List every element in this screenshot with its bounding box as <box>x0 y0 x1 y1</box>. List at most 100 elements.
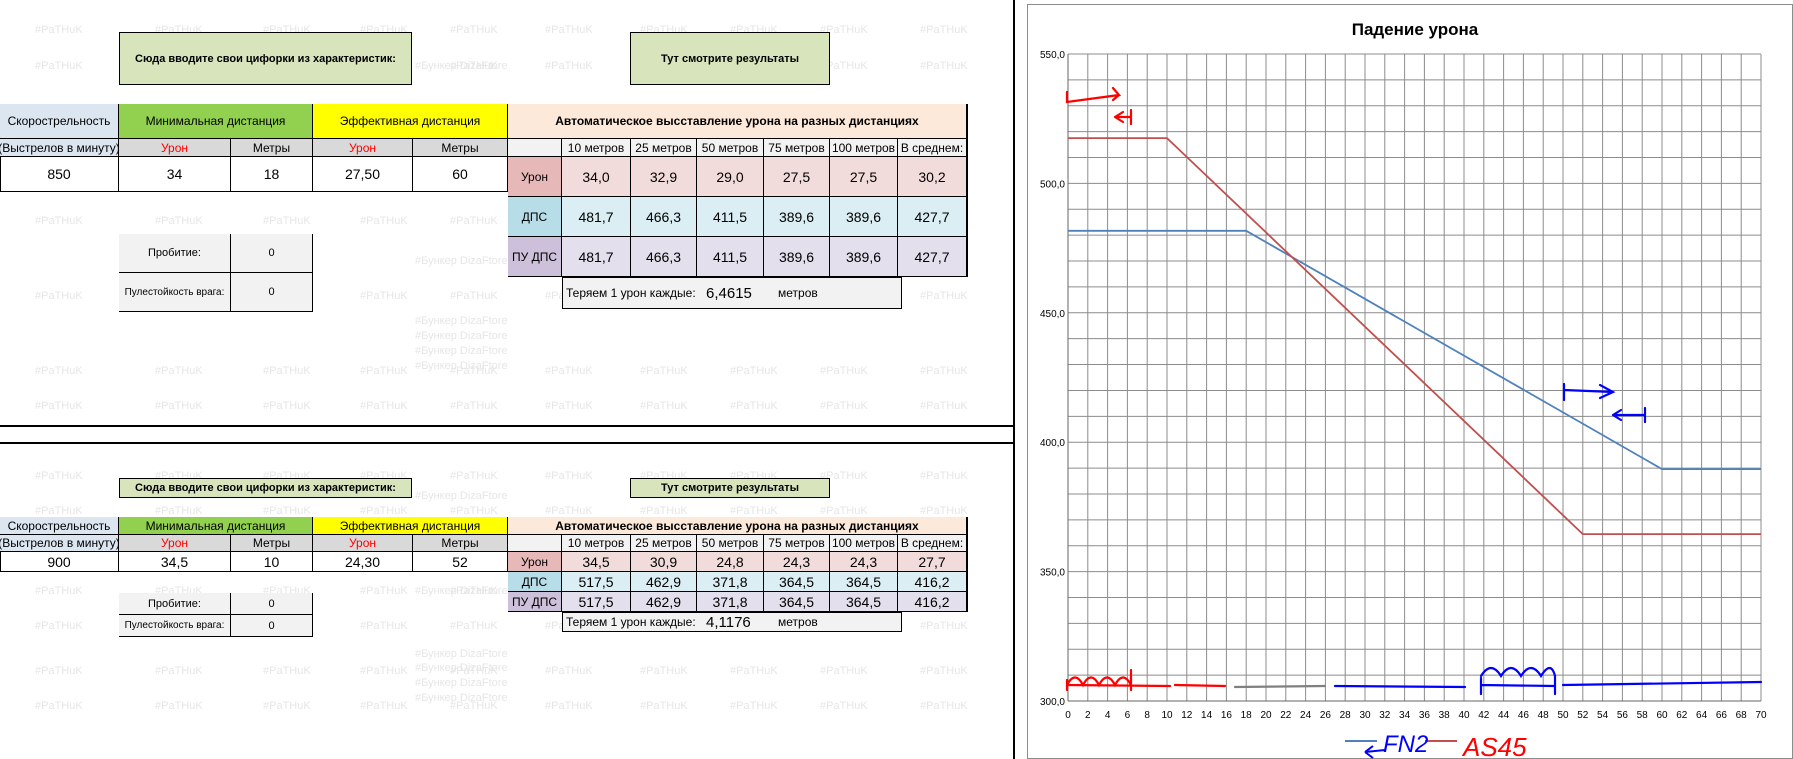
header-min-distance: Минимальная дистанция <box>119 517 313 535</box>
watermark-text: #PaTHuK <box>545 60 593 72</box>
min-damage-input[interactable]: 34,5 <box>119 552 231 572</box>
annotation-stroke <box>1561 680 1763 687</box>
header-min-meters: Метры <box>231 139 313 157</box>
watermark-text: #PaTHuK <box>820 700 868 712</box>
series-line-1 <box>1068 229 1761 470</box>
resist-label: Пулестойкость врага: <box>119 615 231 637</box>
watermark-text: #PaTHuK <box>545 700 593 712</box>
eff-meters-input[interactable]: 52 <box>413 552 508 572</box>
result-damage-cell: 32,9 <box>631 157 697 197</box>
distance-column-header: 100 метров <box>830 535 898 552</box>
watermark-text: #PaTHuK <box>155 700 203 712</box>
watermark-text: #PaTHuK <box>920 60 968 72</box>
min-meters-input[interactable]: 10 <box>231 552 313 572</box>
watermark-text: #PaTHuK <box>730 400 778 412</box>
result-dps-cell: 416,2 <box>898 572 967 592</box>
chart-title: Падение урона <box>1352 20 1479 39</box>
x-tick-label: 60 <box>1656 710 1668 721</box>
annotation-stroke <box>1065 683 1172 688</box>
x-tick-label: 50 <box>1557 710 1569 721</box>
watermark-text: #Бункер DizaFtore <box>415 360 508 372</box>
watermark-text: #Бункер DizaFtore <box>415 255 508 267</box>
result-damage-cell: 34,0 <box>562 157 631 197</box>
annotation-stroke <box>1065 668 1133 692</box>
watermark-text: #PaTHuK <box>920 700 968 712</box>
loss-value: 6,4615 <box>706 284 752 302</box>
x-tick-label: 36 <box>1419 710 1431 721</box>
watermark-text: #PaTHuK <box>35 290 83 302</box>
watermark-text: #PaTHuK <box>263 215 311 227</box>
header-blank <box>508 535 562 552</box>
x-tick-label: 40 <box>1458 710 1470 721</box>
watermark-text: #PaTHuK <box>263 700 311 712</box>
watermark-text: #PaTHuK <box>35 585 83 597</box>
header-min-damage: Урон <box>119 139 231 157</box>
loss-frame <box>562 612 902 632</box>
watermark-text: #Бункер DizaFtore <box>415 585 508 597</box>
sheet-divider-top <box>0 425 1015 427</box>
eff-damage-input[interactable]: 27,50 <box>313 157 413 192</box>
watermark-text: #PaTHuK <box>35 400 83 412</box>
watermark-text: #PaTHuK <box>263 505 311 517</box>
x-tick-label: 58 <box>1637 710 1649 721</box>
eff-damage-input[interactable]: 24,30 <box>313 552 413 572</box>
watermark-text: #PaTHuK <box>35 365 83 377</box>
x-tick-label: 38 <box>1439 710 1451 721</box>
watermark-text: #PaTHuK <box>263 665 311 677</box>
loss-label: Теряем 1 урон каждые: <box>566 286 696 300</box>
x-tick-label: 14 <box>1201 710 1213 721</box>
watermark-text: #Бункер DizaFtore <box>415 677 508 689</box>
watermark-text: #Бункер DizaFtore <box>415 330 508 342</box>
watermark-text: #PaTHuK <box>35 700 83 712</box>
watermark-text: #PaTHuK <box>35 24 83 36</box>
watermark-text: #PaTHuK <box>155 505 203 517</box>
row-label-pu-dps: ПУ ДПС <box>508 592 562 612</box>
annotation-label-fn2: FN2 <box>1383 731 1428 758</box>
damage-drop-chart[interactable]: Падение урона 0 2 4 6 8 10 12 14 16 18 20 22 24 26 28 30… <box>1015 0 1793 759</box>
annotation-stroke <box>1611 406 1647 424</box>
distance-column-header: 25 метров <box>631 139 697 157</box>
penetration-input[interactable]: 0 <box>231 593 313 615</box>
rate-input[interactable]: 900 <box>0 552 119 572</box>
resist-input[interactable]: 0 <box>231 615 313 637</box>
loss-unit: метров <box>778 615 818 629</box>
watermark-text: #PaTHuK <box>820 365 868 377</box>
y-tick-label: 450,0 <box>1040 309 1065 320</box>
distance-column-header: 10 метров <box>562 139 631 157</box>
results-hint-box: Тут смотрите результаты <box>630 478 830 498</box>
distance-column-header: 25 метров <box>631 535 697 552</box>
x-tick-label: 6 <box>1125 710 1131 721</box>
rate-input[interactable]: 850 <box>0 157 119 192</box>
min-meters-input[interactable]: 18 <box>231 157 313 192</box>
x-tick-label: 46 <box>1518 710 1530 721</box>
sheet-divider-bottom <box>0 442 1015 444</box>
result-dps-cell: 411,5 <box>697 197 764 237</box>
x-tick-label: 64 <box>1696 710 1708 721</box>
x-tick-label: 44 <box>1498 710 1510 721</box>
annotation-stroke <box>1065 86 1122 104</box>
watermark-text: #PaTHuK <box>920 24 968 36</box>
x-tick-label: 12 <box>1181 710 1193 721</box>
y-tick-label: 550,0 <box>1040 50 1065 61</box>
min-damage-input[interactable]: 34 <box>119 157 231 192</box>
watermark-text: #PaTHuK <box>263 400 311 412</box>
watermark-text: #PaTHuK <box>545 505 593 517</box>
penetration-input[interactable]: 0 <box>231 234 313 273</box>
result-damage-cell: 24,3 <box>764 552 830 572</box>
x-tick-label: 70 <box>1755 710 1767 721</box>
loss-value: 4,1176 <box>706 613 751 631</box>
x-tick-label: 18 <box>1241 710 1253 721</box>
distance-column-header: 100 метров <box>830 139 898 157</box>
header-min-distance: Минимальная дистанция <box>119 104 313 139</box>
header-eff-damage: Урон <box>313 139 413 157</box>
watermark-text: #PaTHuK <box>360 365 408 377</box>
watermark-text: #PaTHuK <box>450 470 498 482</box>
x-tick-label: 2 <box>1085 710 1091 721</box>
result-dps-cell: 427,7 <box>898 197 967 237</box>
spreadsheet-area: #PaTHuK #PaTHuK #PaTHuK #PaTHuK #PaTHuK #PaTH… <box>0 0 1015 759</box>
resist-input[interactable]: 0 <box>231 273 313 312</box>
loss-label: Теряем 1 урон каждые: <box>566 615 696 629</box>
watermark-text: #PaTHuK <box>820 400 868 412</box>
eff-meters-input[interactable]: 60 <box>413 157 508 192</box>
